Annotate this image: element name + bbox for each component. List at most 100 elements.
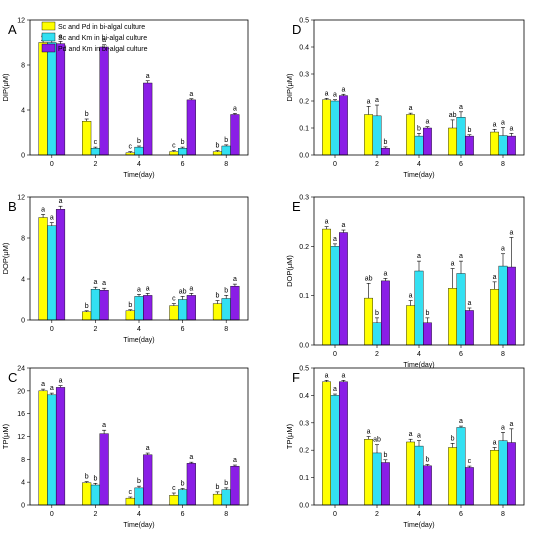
legend-swatch [41, 32, 56, 42]
bar [381, 148, 390, 156]
bar [339, 381, 348, 506]
bar [507, 135, 516, 156]
x-tick-label: 0 [50, 161, 54, 168]
x-tick-label: 4 [137, 511, 141, 518]
significance-letter: a [102, 422, 106, 429]
bar [169, 151, 179, 156]
y-tick-label: 0 [21, 503, 25, 510]
bar [364, 114, 373, 156]
bar [178, 299, 188, 321]
significance-letter: a [459, 418, 463, 425]
bar [339, 232, 348, 346]
y-tick-label: 8 [21, 63, 25, 70]
x-tick-label: 0 [50, 511, 54, 518]
panel-letter: B [8, 199, 17, 214]
y-tick-label: 0.1 [299, 126, 309, 133]
y-tick-label: 0.0 [299, 503, 309, 510]
bar [448, 288, 457, 346]
bar [423, 322, 432, 346]
significance-letter: a [189, 285, 193, 292]
bar [47, 42, 57, 156]
bar [498, 440, 508, 506]
significance-letter: a [233, 105, 237, 112]
significance-letter: a [93, 279, 97, 286]
bar [465, 310, 474, 346]
significance-letter: a [59, 33, 63, 40]
bar [498, 265, 508, 346]
bar [134, 146, 144, 156]
y-tick-label: 0.1 [299, 293, 309, 300]
plot-frame [313, 19, 525, 156]
bar [134, 296, 144, 321]
bar [82, 311, 92, 321]
y-tick-label: 0.3 [299, 420, 309, 427]
x-tick-label: 2 [375, 351, 379, 358]
significance-letter: b [451, 435, 455, 442]
bar [339, 95, 348, 156]
bar [90, 484, 100, 506]
y-tick-label: 0 [21, 153, 25, 160]
significance-letter: ab [449, 112, 457, 119]
bar [381, 280, 390, 346]
x-axis-label: Time(day) [123, 522, 154, 529]
y-tick-label: 12 [17, 18, 25, 25]
x-tick-label: 6 [181, 511, 185, 518]
bar [82, 121, 92, 156]
bar [414, 135, 424, 156]
bar [212, 151, 223, 156]
y-tick-label: 0.5 [299, 366, 309, 373]
y-tick-label: 12 [17, 195, 25, 202]
x-tick-label: 6 [459, 351, 463, 358]
bar [230, 114, 240, 156]
bar [230, 285, 240, 321]
y-tick-label: 8 [21, 236, 25, 243]
plot-frame [29, 19, 249, 156]
y-tick-label: 8 [21, 457, 25, 464]
x-tick-label: 6 [459, 161, 463, 168]
x-tick-label: 0 [50, 326, 54, 333]
legend-swatch [41, 43, 56, 53]
panel-a: aaa0bca2cba4cba6bba804812Time(day)DIP(μM… [1, 18, 249, 179]
bar [465, 135, 474, 156]
significance-letter: a [341, 372, 345, 379]
y-tick-label: 0.3 [299, 195, 309, 202]
significance-letter: a [501, 424, 505, 431]
x-axis-label: Time(day) [123, 172, 154, 179]
x-tick-label: 2 [375, 511, 379, 518]
significance-letter: a [509, 229, 513, 236]
bar [82, 482, 92, 506]
significance-letter: a [146, 73, 150, 80]
bar [221, 145, 231, 156]
significance-letter: b [224, 480, 228, 487]
significance-letter: a [189, 454, 193, 461]
y-axis-label: TP(μM) [1, 423, 10, 449]
significance-letter: b [224, 137, 228, 144]
bar [230, 465, 240, 506]
x-tick-label: 8 [501, 161, 505, 168]
significance-letter: a [333, 92, 337, 99]
bar [414, 270, 424, 346]
significance-letter: b [137, 478, 141, 485]
bar [47, 225, 57, 321]
bar [169, 305, 179, 321]
y-axis-label: DOP(μM) [285, 255, 294, 287]
significance-letter: a [102, 37, 106, 44]
bar [322, 381, 331, 506]
significance-letter: c [129, 144, 133, 151]
bar [178, 489, 188, 506]
bar [90, 289, 100, 321]
significance-letter: a [59, 378, 63, 385]
legend-label: Sc and Km in bi-algal culture [58, 35, 147, 42]
significance-letter: a [341, 86, 345, 93]
significance-letter: ab [373, 437, 381, 444]
x-tick-label: 2 [375, 161, 379, 168]
y-tick-label: 20 [17, 388, 25, 395]
x-tick-label: 8 [501, 511, 505, 518]
y-tick-label: 0.5 [299, 18, 309, 25]
bar [221, 489, 231, 506]
bar [490, 131, 499, 156]
significance-letter: a [417, 433, 421, 440]
significance-letter: a [41, 381, 45, 388]
significance-letter: a [189, 91, 193, 98]
